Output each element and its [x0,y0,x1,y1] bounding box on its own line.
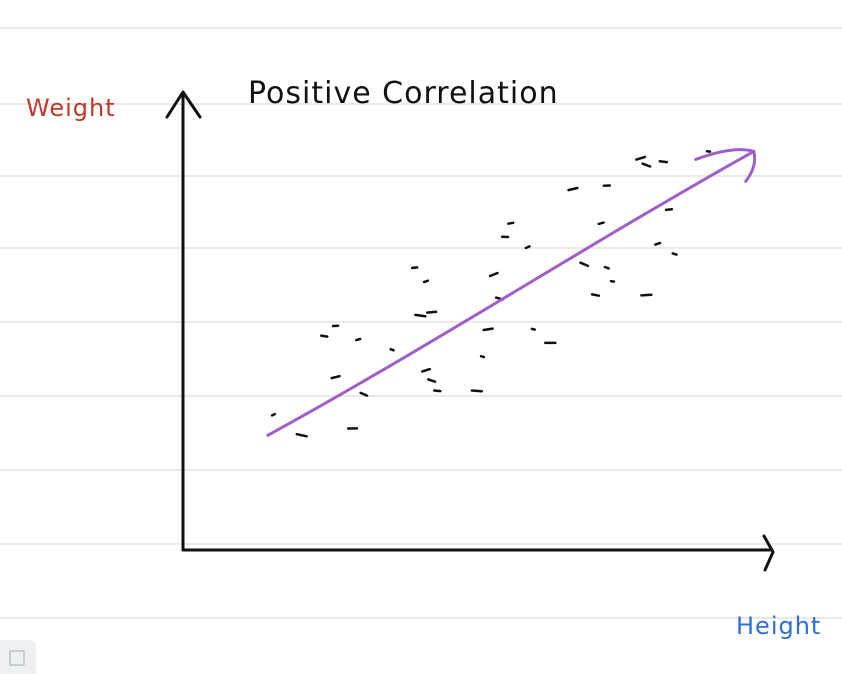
data-point [597,221,605,226]
trend-line-group [266,148,757,437]
trend-line [266,149,756,437]
data-point [530,327,537,331]
square-icon [9,650,25,666]
data-point [635,155,647,161]
data-point [640,293,653,297]
data-point [671,252,678,256]
y-axis-label: Weight [26,94,116,122]
data-point [422,279,430,284]
chart-title: Positive Correlation [248,76,559,111]
data-point [479,354,486,359]
data-point [488,271,499,278]
data-point [567,186,579,192]
trend-line-arrowhead [694,148,757,183]
axes [165,90,775,572]
data-point [470,389,484,393]
data-point [433,389,442,393]
data-point [295,432,308,438]
data-point [641,162,652,168]
data-point [330,374,341,380]
data-point [579,261,590,268]
data-point [603,265,610,270]
data-points [270,150,712,438]
x-axis-arrowhead [762,534,775,572]
data-point [414,313,427,318]
y-axis-arrowhead [165,90,202,119]
overlay-corner-icon [0,640,36,674]
data-point [425,310,438,314]
data-point [359,391,369,397]
data-point [507,221,515,225]
data-point [320,334,329,338]
data-point [654,241,662,246]
data-point [590,293,601,297]
data-point [482,327,494,332]
data-point [524,245,531,250]
data-point [389,347,395,352]
data-point [270,412,277,417]
data-point [420,367,432,373]
data-point [658,160,669,164]
ruled-lines [0,27,842,619]
data-point [664,207,674,212]
data-point [427,378,437,383]
x-axis-label: Height [736,612,821,640]
data-point [609,279,616,283]
data-point [355,337,362,342]
data-point [410,266,419,270]
